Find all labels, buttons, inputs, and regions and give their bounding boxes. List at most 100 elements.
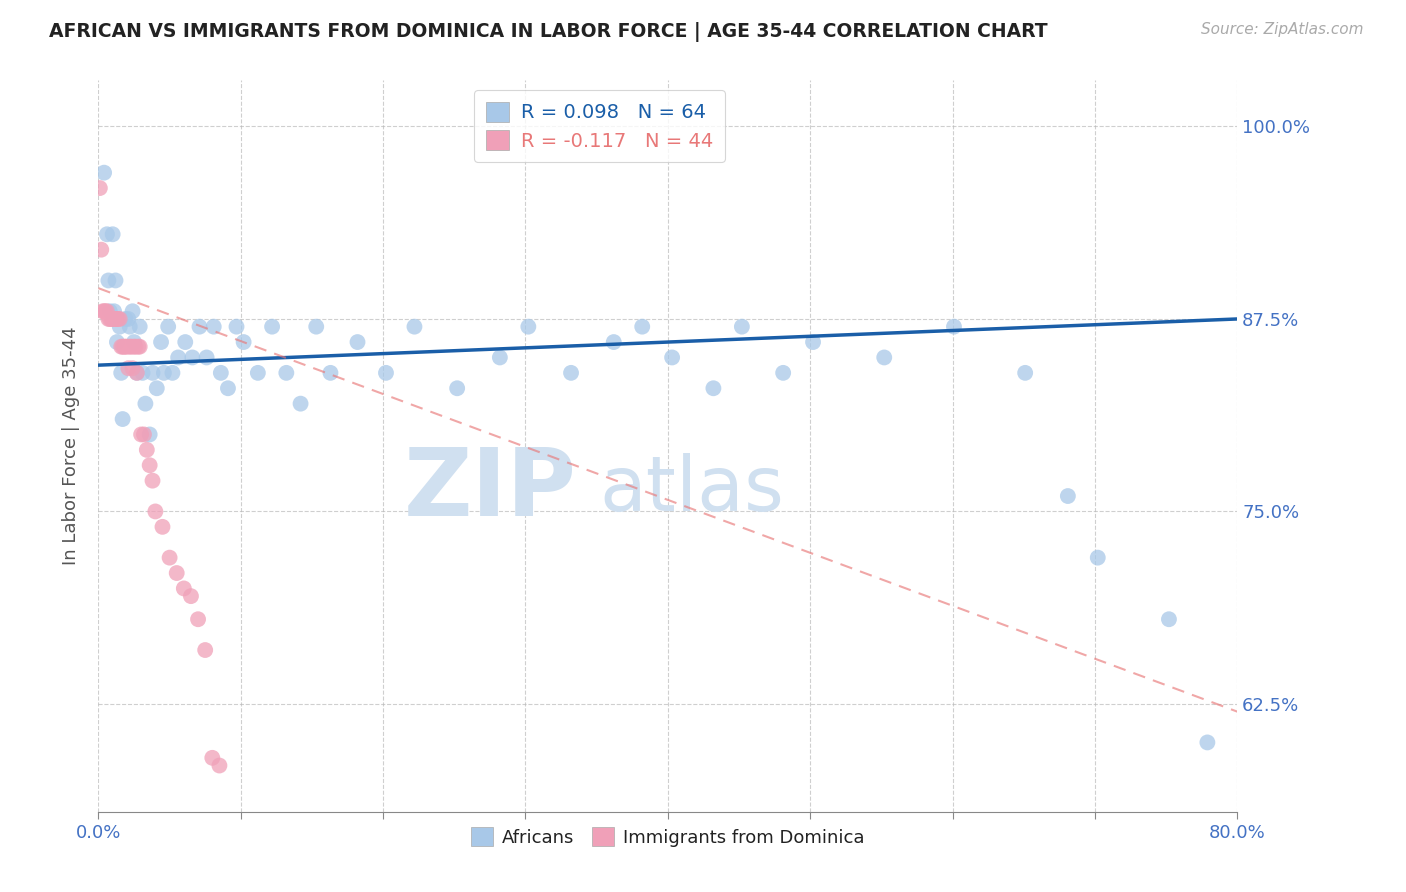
Point xyxy=(225,319,247,334)
Point xyxy=(1157,612,1180,626)
Point xyxy=(145,504,167,518)
Point xyxy=(319,366,342,380)
Point xyxy=(202,319,225,334)
Point xyxy=(305,319,328,334)
Point xyxy=(1014,366,1036,380)
Point xyxy=(631,319,654,334)
Point xyxy=(187,612,209,626)
Point xyxy=(94,304,117,318)
Point xyxy=(89,181,111,195)
Point xyxy=(346,334,368,349)
Point xyxy=(117,361,139,376)
Point xyxy=(375,366,398,380)
Point xyxy=(217,381,239,395)
Point xyxy=(105,312,128,326)
Point xyxy=(209,366,232,380)
Point xyxy=(173,582,195,596)
Point xyxy=(90,243,112,257)
Point xyxy=(98,304,121,318)
Point xyxy=(127,340,149,354)
Point xyxy=(120,340,142,354)
Point xyxy=(188,319,211,334)
Point xyxy=(110,340,132,354)
Point xyxy=(118,340,141,354)
Point xyxy=(97,273,120,287)
Point xyxy=(110,366,132,380)
Point xyxy=(772,366,794,380)
Point xyxy=(98,312,121,326)
Point xyxy=(446,381,468,395)
Point xyxy=(195,351,218,365)
Text: Source: ZipAtlas.com: Source: ZipAtlas.com xyxy=(1201,22,1364,37)
Point xyxy=(174,334,197,349)
Point xyxy=(232,334,254,349)
Point xyxy=(135,442,157,457)
Point xyxy=(100,312,122,326)
Point xyxy=(122,340,145,354)
Point xyxy=(122,334,145,349)
Point xyxy=(93,304,115,318)
Point xyxy=(104,312,127,326)
Point xyxy=(560,366,582,380)
Point xyxy=(152,520,174,534)
Point xyxy=(103,312,125,326)
Point xyxy=(146,381,169,395)
Point xyxy=(101,227,124,242)
Point xyxy=(159,550,181,565)
Point xyxy=(404,319,426,334)
Point xyxy=(517,319,540,334)
Point xyxy=(262,319,284,334)
Point xyxy=(1197,735,1219,749)
Point xyxy=(167,351,190,365)
Point xyxy=(132,427,155,442)
Point xyxy=(115,340,138,354)
Point xyxy=(290,397,312,411)
Point xyxy=(208,758,231,772)
Point xyxy=(1057,489,1080,503)
Point xyxy=(128,340,150,354)
Text: AFRICAN VS IMMIGRANTS FROM DOMINICA IN LABOR FORCE | AGE 35-44 CORRELATION CHART: AFRICAN VS IMMIGRANTS FROM DOMINICA IN L… xyxy=(49,22,1047,42)
Point xyxy=(111,412,134,426)
Point xyxy=(104,273,127,287)
Point xyxy=(105,334,128,349)
Point xyxy=(1087,550,1109,565)
Point xyxy=(489,351,512,365)
Point xyxy=(112,340,135,354)
Text: atlas: atlas xyxy=(599,453,785,527)
Y-axis label: In Labor Force | Age 35-44: In Labor Force | Age 35-44 xyxy=(62,326,80,566)
Point xyxy=(111,340,134,354)
Point xyxy=(129,427,152,442)
Text: ZIP: ZIP xyxy=(404,444,576,536)
Point xyxy=(138,458,160,473)
Point xyxy=(124,340,146,354)
Point xyxy=(603,334,626,349)
Point xyxy=(114,340,136,354)
Point xyxy=(157,319,180,334)
Point xyxy=(141,366,163,380)
Point xyxy=(125,366,148,380)
Point xyxy=(131,366,153,380)
Point xyxy=(731,319,754,334)
Point xyxy=(166,566,188,580)
Point xyxy=(96,304,118,318)
Point xyxy=(134,397,156,411)
Point xyxy=(138,427,160,442)
Point xyxy=(128,319,150,334)
Point xyxy=(150,334,173,349)
Point xyxy=(121,304,143,318)
Point xyxy=(180,589,202,603)
Point xyxy=(103,304,125,318)
Point xyxy=(801,334,824,349)
Point xyxy=(121,361,143,376)
Point xyxy=(661,351,683,365)
Point xyxy=(873,351,896,365)
Point xyxy=(97,312,120,326)
Point xyxy=(101,312,124,326)
Point xyxy=(117,312,139,326)
Point xyxy=(181,351,204,365)
Point xyxy=(141,474,163,488)
Point xyxy=(153,366,176,380)
Point xyxy=(107,312,129,326)
Point xyxy=(702,381,724,395)
Point xyxy=(201,751,224,765)
